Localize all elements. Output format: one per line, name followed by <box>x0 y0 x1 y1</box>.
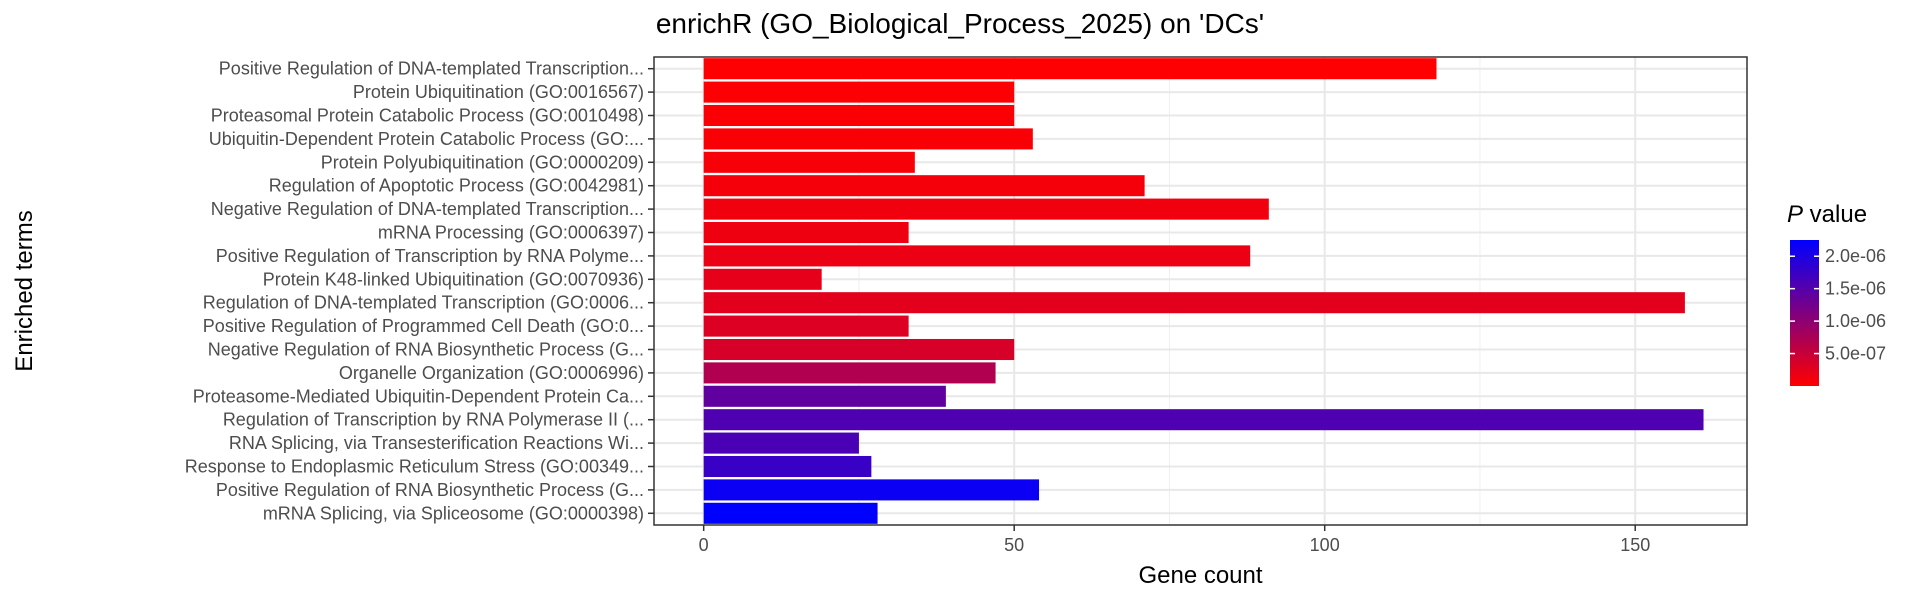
y-tick-label: Protein K48-linked Ubiquitination (GO:00… <box>263 269 644 289</box>
y-tick-label: Response to Endoplasmic Reticulum Stress… <box>185 457 644 477</box>
bar-4 <box>703 128 1033 150</box>
bar-13 <box>703 338 1015 361</box>
y-tick-label: Positive Regulation of RNA Biosynthetic … <box>216 480 644 500</box>
bar-8 <box>703 221 909 244</box>
y-tick-label: Negative Regulation of RNA Biosynthetic … <box>208 340 644 360</box>
bar-3 <box>703 104 1015 127</box>
bar-18 <box>703 455 872 478</box>
bar-1 <box>703 58 1437 80</box>
x-tick-label: 100 <box>1310 535 1340 555</box>
y-tick-label: Positive Regulation of Transcription by … <box>216 246 644 266</box>
legend-tick-label: 2.0e-06 <box>1825 246 1886 266</box>
y-tick-label: Regulation of Transcription by RNA Polym… <box>223 410 644 430</box>
bar-9 <box>703 245 1251 267</box>
bar-17 <box>703 432 859 454</box>
bar-7 <box>703 198 1269 220</box>
y-tick-label: Proteasomal Protein Catabolic Process (G… <box>211 106 644 126</box>
y-tick-label: Regulation of DNA-templated Transcriptio… <box>203 293 644 313</box>
bar-10 <box>703 268 822 290</box>
y-axis-title: Enriched terms <box>11 210 38 371</box>
y-tick-label: Positive Regulation of DNA-templated Tra… <box>219 59 644 79</box>
y-tick-label: mRNA Splicing, via Spliceosome (GO:00003… <box>263 503 644 523</box>
y-tick-label: mRNA Processing (GO:0006397) <box>378 223 644 243</box>
bar-6 <box>703 175 1145 197</box>
bar-11 <box>703 292 1685 314</box>
chart-title: enrichR (GO_Biological_Process_2025) on … <box>655 8 1265 39</box>
y-tick-label: Ubiquitin-Dependent Protein Catabolic Pr… <box>209 129 644 149</box>
bar-2 <box>703 81 1015 103</box>
x-tick-label: 50 <box>1004 535 1024 555</box>
y-tick-label: Regulation of Apoptotic Process (GO:0042… <box>269 176 644 196</box>
x-tick-label: 0 <box>699 535 709 555</box>
y-tick-label: Negative Regulation of DNA-templated Tra… <box>211 199 644 219</box>
plot-border <box>653 56 1748 526</box>
bar-14 <box>703 362 996 384</box>
y-tick-label: Organelle Organization (GO:0006996) <box>339 363 644 383</box>
x-axis-title: Gene count <box>1138 562 1262 589</box>
bar-5 <box>703 151 915 173</box>
bar-15 <box>703 385 946 407</box>
legend-title: P value <box>1787 201 1867 228</box>
y-tick-label: Protein Ubiquitination (GO:0016567) <box>353 82 644 102</box>
y-tick-label: Protein Polyubiquitination (GO:0000209) <box>321 152 644 172</box>
y-tick-label: Proteasome-Mediated Ubiquitin-Dependent … <box>193 386 644 406</box>
legend-tick-label: 5.0e-07 <box>1825 344 1886 364</box>
bar-19 <box>703 479 1040 501</box>
bar-20 <box>703 502 878 524</box>
y-tick-label: Positive Regulation of Programmed Cell D… <box>203 316 644 336</box>
legend-tick-label: 1.5e-06 <box>1825 279 1886 299</box>
y-tick-label: RNA Splicing, via Transesterification Re… <box>229 433 644 453</box>
bar-12 <box>703 315 909 337</box>
legend-colorbar <box>1790 240 1819 386</box>
plot-panel <box>654 57 1747 525</box>
legend-tick-label: 1.0e-06 <box>1825 311 1886 331</box>
x-tick-label: 150 <box>1620 535 1650 555</box>
bar-16 <box>703 409 1704 431</box>
